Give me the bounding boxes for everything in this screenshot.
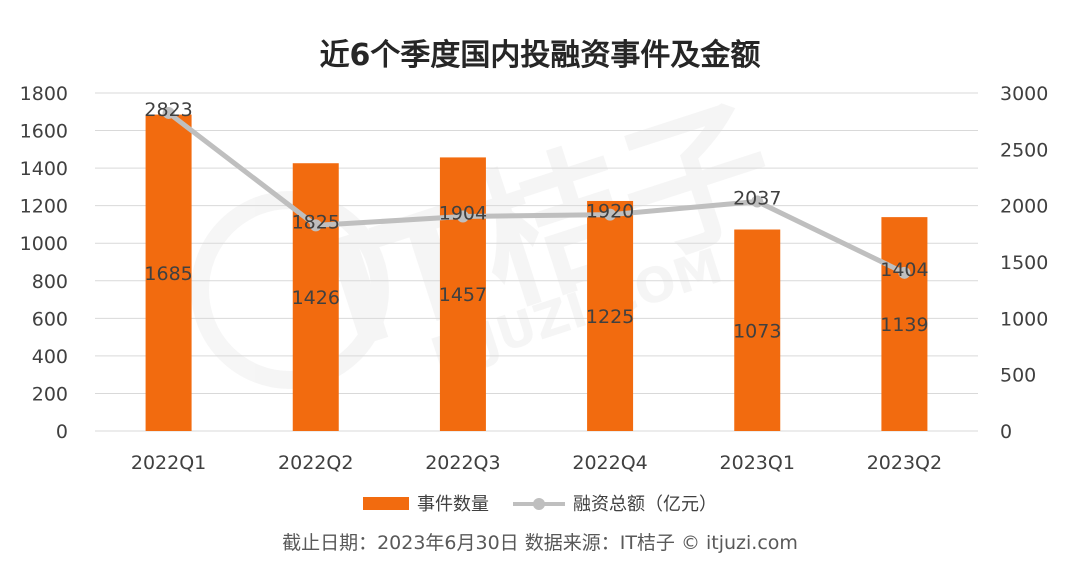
bar-data-label: 1457 bbox=[439, 284, 487, 306]
x-axis-label: 2022Q2 bbox=[278, 452, 353, 474]
legend-label-events: 事件数量 bbox=[417, 494, 489, 515]
watermark-logo-circle bbox=[191, 191, 389, 389]
line-point bbox=[751, 195, 764, 208]
left-axis-tick-label: 200 bbox=[32, 383, 68, 405]
left-axis-tick-label: 1000 bbox=[20, 233, 68, 255]
line-data-label: 1825 bbox=[292, 211, 340, 233]
left-axis-ticks: 0 200 400 600 800 1000 1200 1400 1600 1800 bbox=[20, 83, 68, 443]
legend-item-events: 事件数量 bbox=[363, 490, 489, 516]
x-axis-label: 2023Q2 bbox=[867, 452, 942, 474]
right-axis-tick-label: 1500 bbox=[1000, 252, 1048, 274]
bar bbox=[292, 163, 339, 431]
line-data-label: 2037 bbox=[733, 187, 781, 209]
line-data-label: 2823 bbox=[144, 99, 192, 121]
legend-item-amount: 融资总额（亿元） bbox=[513, 490, 717, 516]
line-point bbox=[456, 210, 469, 223]
right-axis-ticks: 0 500 1000 1500 2000 2500 3000 bbox=[1000, 83, 1048, 443]
right-axis-tick-label: 1000 bbox=[1000, 308, 1048, 330]
chart-title: 近6个季度国内投融资事件及金额 bbox=[319, 38, 761, 73]
legend-label-amount: 融资总额（亿元） bbox=[573, 494, 717, 515]
line-data-label: 1404 bbox=[880, 259, 928, 281]
right-axis-tick-label: 2000 bbox=[1000, 196, 1048, 218]
left-axis-tick-label: 400 bbox=[32, 346, 68, 368]
left-axis-tick-label: 0 bbox=[56, 421, 68, 443]
line-data-label: 1920 bbox=[586, 201, 634, 223]
amount-line bbox=[167, 110, 906, 276]
line-series: 1685 1426 1457 1225 1073 1139 2823 1825 1904 1920… bbox=[144, 99, 928, 342]
x-axis-label: 2023Q1 bbox=[720, 452, 795, 474]
left-axis-tick-label: 1600 bbox=[20, 121, 68, 143]
line-point bbox=[898, 266, 911, 279]
right-axis-tick-label: 0 bbox=[1000, 421, 1012, 443]
left-axis-tick-label: 1400 bbox=[20, 158, 68, 180]
x-axis-labels: 2022Q1 2022Q2 2022Q3 2022Q4 2023Q1 2023Q2 bbox=[131, 452, 942, 474]
x-axis-label: 2022Q4 bbox=[572, 452, 647, 474]
right-axis-tick-label: 500 bbox=[1000, 365, 1036, 387]
line-point bbox=[604, 208, 617, 221]
legend-swatch-line bbox=[513, 497, 565, 510]
x-axis-label: 2022Q1 bbox=[131, 452, 206, 474]
bars bbox=[145, 114, 928, 431]
right-axis-tick-label: 2500 bbox=[1000, 139, 1048, 161]
right-axis-tick-label: 3000 bbox=[1000, 83, 1048, 105]
legend: 事件数量 融资总额（亿元） bbox=[0, 490, 1080, 516]
bar-data-label: 1139 bbox=[880, 314, 928, 336]
bar bbox=[439, 157, 486, 431]
bar bbox=[881, 217, 928, 431]
x-axis-label: 2022Q3 bbox=[425, 452, 500, 474]
line-point bbox=[309, 219, 322, 232]
bar-data-label: 1225 bbox=[586, 306, 634, 328]
legend-swatch-bar bbox=[363, 496, 409, 510]
left-axis-tick-label: 600 bbox=[32, 308, 68, 330]
bar-data-label: 1426 bbox=[292, 287, 340, 309]
left-axis-tick-label: 1800 bbox=[20, 83, 68, 105]
bar bbox=[734, 229, 781, 431]
left-axis-tick-label: 1200 bbox=[20, 196, 68, 218]
source-note: 截止日期：2023年6月30日 数据来源：IT桔子 © itjuzi.com bbox=[282, 532, 798, 554]
watermark: IT桔子 ITJUZI.COM bbox=[191, 77, 795, 389]
line-data-label: 1904 bbox=[439, 202, 487, 224]
bar-data-label: 1073 bbox=[733, 320, 781, 342]
bar bbox=[145, 114, 192, 431]
bar bbox=[587, 200, 634, 431]
bar-data-label: 1685 bbox=[144, 263, 192, 285]
line-point bbox=[162, 106, 175, 119]
left-axis-tick-label: 800 bbox=[32, 271, 68, 293]
